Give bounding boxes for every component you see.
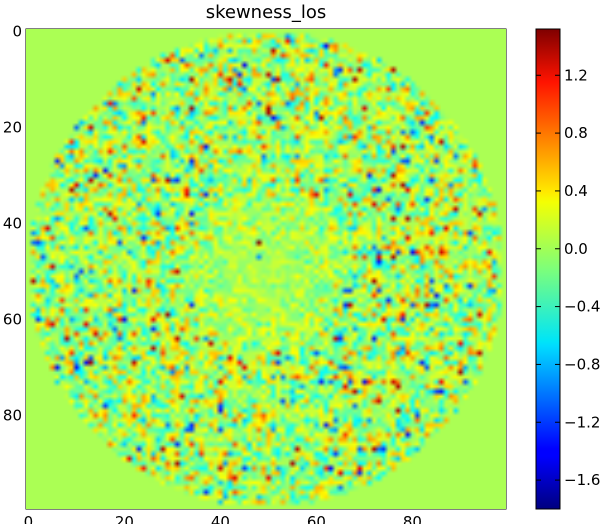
x-tick-label: 0 [24,513,34,524]
chart-title: skewness_los [206,2,327,23]
colorbar-tick-label: −0.8 [564,355,600,373]
x-tick-label: 60 [307,513,326,524]
x-tick-label: 40 [211,513,230,524]
y-tick-label: 60 [3,310,22,328]
colorbar-tick-label: 1.2 [564,66,588,84]
colorbar-tick: 0.4 [536,182,588,200]
colorbar-tick: 0.8 [536,124,588,142]
colorbar-gradient [536,29,560,509]
colorbar-ticks: 1.2 0.8 0.4 0.0 −0.4 −0.8 −1.2 −1.6 [536,66,600,489]
colorbar-tick: −0.4 [536,298,600,316]
colorbar-tick: −1.6 [536,471,600,489]
colorbar-tick-label: −1.6 [564,471,600,489]
colorbar-frame [535,28,561,510]
colorbar-tick-label: −0.4 [564,298,600,316]
colorbar-tick: −0.8 [536,355,600,373]
y-tick-label: 20 [3,118,22,136]
y-tick-label: 80 [3,406,22,424]
y-axis-ticks: 0 20 40 60 80 [3,22,506,424]
x-tick-label: 80 [403,513,422,524]
colorbar-tick-label: 0.8 [564,124,588,142]
colorbar-tick: 0.0 [536,240,588,258]
y-tick-label: 40 [3,214,22,232]
colorbar-tick-label: 0.0 [564,240,588,258]
x-tick-label: 20 [115,513,134,524]
heatmap-image [26,29,506,509]
colorbar-tick-label: −1.2 [564,413,600,431]
colorbar-tick: −1.2 [536,413,600,431]
colorbar-tick: 1.2 [536,66,588,84]
colorbar-tick-label: 0.4 [564,182,588,200]
y-tick-label: 0 [12,22,22,40]
